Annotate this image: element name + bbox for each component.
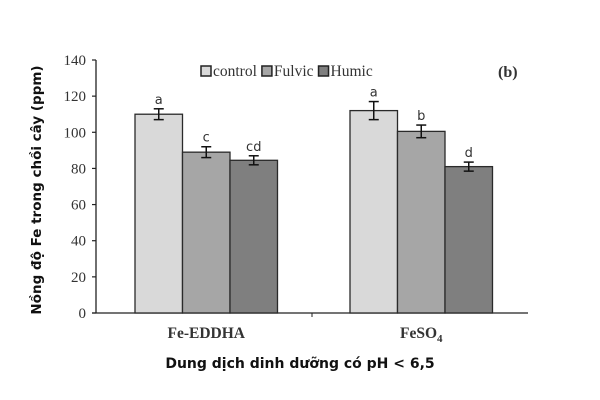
bar-fulvic: [181, 151, 231, 314]
bar-control: [134, 113, 184, 314]
y-tick-label: 140: [64, 53, 87, 69]
y-axis-label-text: Nồng độ Fe trong chồi cây (ppm): [29, 65, 45, 315]
significance-letter: a: [370, 86, 378, 101]
bar-humic: [229, 159, 279, 314]
legend-swatch-fulvic: [261, 65, 273, 77]
bar-humic: [444, 165, 494, 314]
bar-fulvic: [396, 130, 446, 314]
x-category-label: Fe-EDDHA: [168, 325, 246, 342]
legend-label-humic: Humic: [331, 63, 373, 80]
significance-letter: cd: [246, 140, 261, 155]
y-axis-label: Nồng độ Fe trong chồi cây (ppm): [22, 60, 52, 320]
panel-label: (b): [498, 64, 518, 81]
significance-letter: b: [417, 109, 425, 124]
legend-label-control: control: [213, 63, 257, 80]
y-tick-label: 40: [71, 234, 86, 250]
legend-swatch-humic: [317, 65, 330, 77]
bar-control: [349, 109, 399, 314]
y-tick-label: 0: [79, 306, 87, 322]
y-tick-label: 20: [71, 270, 86, 286]
legend-swatch-control: [200, 65, 212, 77]
y-tick-label: 60: [71, 198, 86, 214]
significance-letter: a: [155, 93, 163, 108]
x-category-label: FeSO4: [400, 325, 443, 345]
legend-label-fulvic: Fulvic: [274, 63, 314, 80]
y-tick-label: 80: [71, 161, 86, 177]
y-tick-label: 100: [64, 125, 87, 141]
significance-letter: d: [465, 146, 473, 161]
significance-letter: c: [203, 131, 210, 146]
x-axis-label: Dung dịch dinh dưỡng có pH < 6,5: [165, 356, 435, 372]
y-tick-label: 120: [64, 89, 87, 105]
